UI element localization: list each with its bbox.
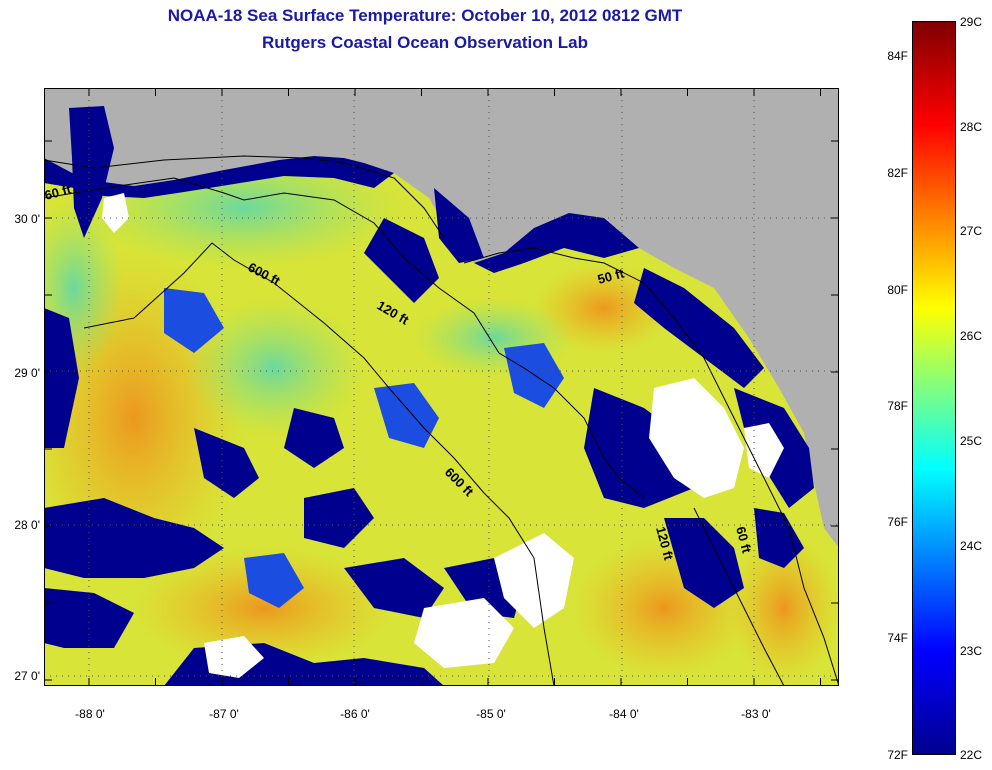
sst-map: 60 ft 600 ft 120 ft 50 ft 600 ft 120 ft … — [44, 88, 839, 686]
colorbar-fahrenheit-label: 78F — [887, 399, 908, 413]
longitude-label: -87 0' — [209, 707, 239, 721]
colorbar-celsius-label: 26C — [960, 329, 983, 343]
longitude-label: -85 0' — [476, 707, 506, 721]
latitude-label: 28 0' — [14, 518, 40, 532]
isobath-label: 60 ft — [44, 181, 73, 203]
map-frame-ticks — [44, 88, 839, 686]
warm-area — [134, 548, 394, 668]
latitude-label: 27 0' — [14, 669, 40, 683]
land-mass — [44, 88, 839, 548]
isobath-east — [693, 507, 785, 686]
latitude-label: 29 0' — [14, 366, 40, 380]
sst-map-canvas: 60 ft 600 ft 120 ft 50 ft 600 ft 120 ft … — [44, 88, 839, 686]
warm-area — [729, 533, 839, 683]
isobath-50ft — [463, 247, 839, 686]
longitude-label: -84 0' — [609, 707, 639, 721]
chart-title: NOAA-18 Sea Surface Temperature: October… — [167, 6, 683, 25]
colorbar-fahrenheit-label: 72F — [887, 748, 908, 762]
colorbar-celsius-label: 28C — [960, 120, 983, 134]
colorbar-celsius-label: 24C — [960, 539, 983, 553]
longitude-label: -86 0' — [340, 707, 370, 721]
colorbar-celsius-label: 27C — [960, 224, 983, 238]
chart-subtitle: Rutgers Coastal Ocean Observation Lab — [262, 33, 588, 52]
map-grid — [44, 88, 839, 686]
colorbar-fahrenheit-label: 84F — [887, 49, 908, 63]
colorbar-celsius-label: 29C — [960, 15, 983, 29]
cool-water-patches — [164, 288, 564, 608]
temperature-colorbar — [912, 21, 956, 755]
isobath-coast-60ft — [44, 155, 445, 239]
isobath-label: 60 ft — [733, 525, 755, 555]
longitude-label: -88 0' — [75, 707, 105, 721]
cool-area — [184, 298, 364, 438]
isobath-120ft — [44, 177, 645, 499]
colorbar-fahrenheit-label: 80F — [887, 283, 908, 297]
cloud-areas — [102, 193, 784, 678]
longitude-label: -83 0' — [741, 707, 771, 721]
isobath-label: 50 ft — [596, 265, 626, 287]
colorbar-celsius-label: 23C — [960, 644, 983, 658]
isobath-lines — [44, 155, 839, 686]
colorbar-celsius-label: 22C — [960, 748, 983, 762]
colorbar-celsius-label: 25C — [960, 434, 983, 448]
isobath-600ft — [83, 242, 555, 686]
colorbar-fahrenheit-label: 76F — [887, 515, 908, 529]
latitude-label: 30 0' — [14, 212, 40, 226]
colorbar-fahrenheit-label: 74F — [887, 631, 908, 645]
colorbar-fahrenheit-label: 82F — [887, 166, 908, 180]
map-frame — [44, 88, 839, 686]
